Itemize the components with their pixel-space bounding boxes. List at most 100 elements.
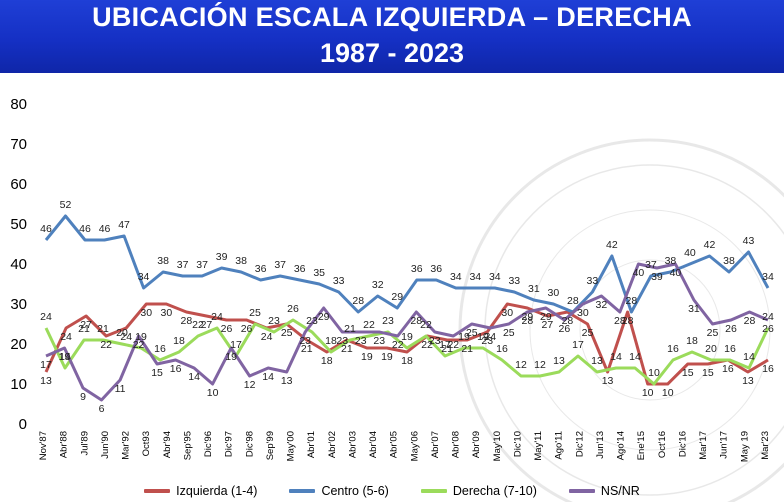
data-label: 29 [391,291,403,303]
data-label: 21 [97,323,109,335]
data-label: 42 [606,239,618,251]
data-label: 10 [648,367,660,379]
x-tick-label: Jul'89 [79,431,90,456]
x-tick-label: Mar'17 [698,431,709,460]
data-label: 9 [80,391,86,403]
data-label: 30 [577,307,589,319]
data-label: 25 [582,327,594,339]
data-label: 17 [230,339,242,351]
data-label: 32 [372,279,384,291]
data-label: 18 [321,355,333,367]
chart-title: UBICACIÓN ESCALA IZQUIERDA – DERECHA [92,2,692,32]
data-label: 28 [562,315,574,327]
x-tick-label: Abr'09 [471,431,482,458]
x-tick-label: May'00 [286,431,297,461]
data-label: 26 [241,323,253,335]
legend-item: Izquierda (1-4) [144,480,257,502]
x-tick-label: Dic'16 [677,431,688,457]
data-label: 18 [686,335,698,347]
data-label: 15 [682,367,694,379]
x-tick-label: Mar'92 [121,431,132,460]
x-tick-label: Abr'88 [59,431,70,458]
y-tick-label: 60 [10,176,27,193]
x-tick-label: Ago'14 [616,431,627,460]
data-label: 37 [274,259,286,271]
data-label: 38 [723,255,735,267]
data-label: 24 [40,311,52,323]
data-label: 21 [301,343,313,355]
data-label: 28 [622,315,634,327]
data-label: 22 [363,319,375,331]
data-label: 26 [221,323,233,335]
data-label: 6 [99,403,105,415]
data-label: 31 [688,303,700,315]
data-label: 10 [662,387,674,399]
data-label: 33 [333,275,345,287]
data-label: 28 [567,295,579,307]
data-label: 24 [211,311,223,323]
data-label: 21 [344,323,356,335]
data-label: 28 [744,315,756,327]
data-label: 23 [336,335,348,347]
x-tick-label: Jun'13 [595,431,606,459]
data-label: 34 [450,271,462,283]
data-label: 36 [411,263,423,275]
data-label: 24 [762,311,774,323]
data-label: 18 [401,355,413,367]
data-label: 26 [725,323,737,335]
data-label: 43 [743,235,755,247]
legend-label: Izquierda (1-4) [176,484,258,498]
data-label: 11 [115,383,126,395]
data-label: 37 [645,259,657,271]
data-label: 16 [170,363,182,375]
data-label: 28 [626,295,638,307]
data-label: 20 [116,327,128,339]
data-label: 25 [707,327,719,339]
data-label: 13 [40,375,52,387]
data-label: 22 [392,339,404,351]
legend-swatch [568,489,595,493]
x-tick-label: May 19 [739,431,750,462]
data-label: 30 [501,307,513,319]
y-tick-label: 20 [10,336,27,353]
data-label: 23 [268,315,280,327]
data-label: 22 [133,339,145,351]
data-label: 42 [704,239,716,251]
data-label: 19 [135,331,147,343]
data-label: 16 [762,363,774,375]
data-label: 17 [572,339,584,351]
data-label: 38 [157,255,169,267]
x-tick-label: May'10 [492,431,503,461]
data-label: 27 [201,319,213,331]
chart-subtitle-years: 1987 - 2023 [319,38,465,68]
line-chart: 0 10 20 30 40 50 60 70 80 Nov'87 Abr'88 Jul'89 Jun'… [10,96,774,462]
data-label: 39 [216,251,228,263]
x-tick-label: Abr'94 [162,431,173,458]
data-label: 17 [439,339,451,351]
data-label: 29 [318,311,330,323]
data-label: 23 [373,335,385,347]
x-tick-label: Ene'15 [636,431,647,460]
data-label: 13 [591,355,603,367]
x-tick-label: Dic'96 [203,431,214,457]
x-tick-label: Oct'16 [657,431,668,458]
legend-item: NS/NR [568,480,640,502]
data-label: 30 [160,307,172,319]
x-tick-label: Nov'87 [38,431,49,460]
data-label: 22 [421,339,433,351]
data-label: 30 [140,307,152,319]
x-tick-label: Abr'07 [430,431,441,458]
y-tick-label: 70 [10,136,27,153]
series-line-centro-5-6 [44,214,770,314]
x-tick-label: Dic'98 [244,431,255,457]
x-tick-label: Sep'99 [265,431,276,460]
data-label: 28 [181,315,193,327]
legend-item: Centro (5-6) [289,480,389,502]
data-label: 28 [521,315,533,327]
data-label: 19 [401,331,413,343]
x-tick-label: Mar'23 [760,431,771,460]
data-label: 22 [447,339,459,351]
x-axis: Nov'87 Abr'88 Jul'89 Jun'90 Mar'92 Oct93 Abr'9… [38,431,771,462]
data-label: 36 [255,263,267,275]
data-label: 27 [542,319,554,331]
